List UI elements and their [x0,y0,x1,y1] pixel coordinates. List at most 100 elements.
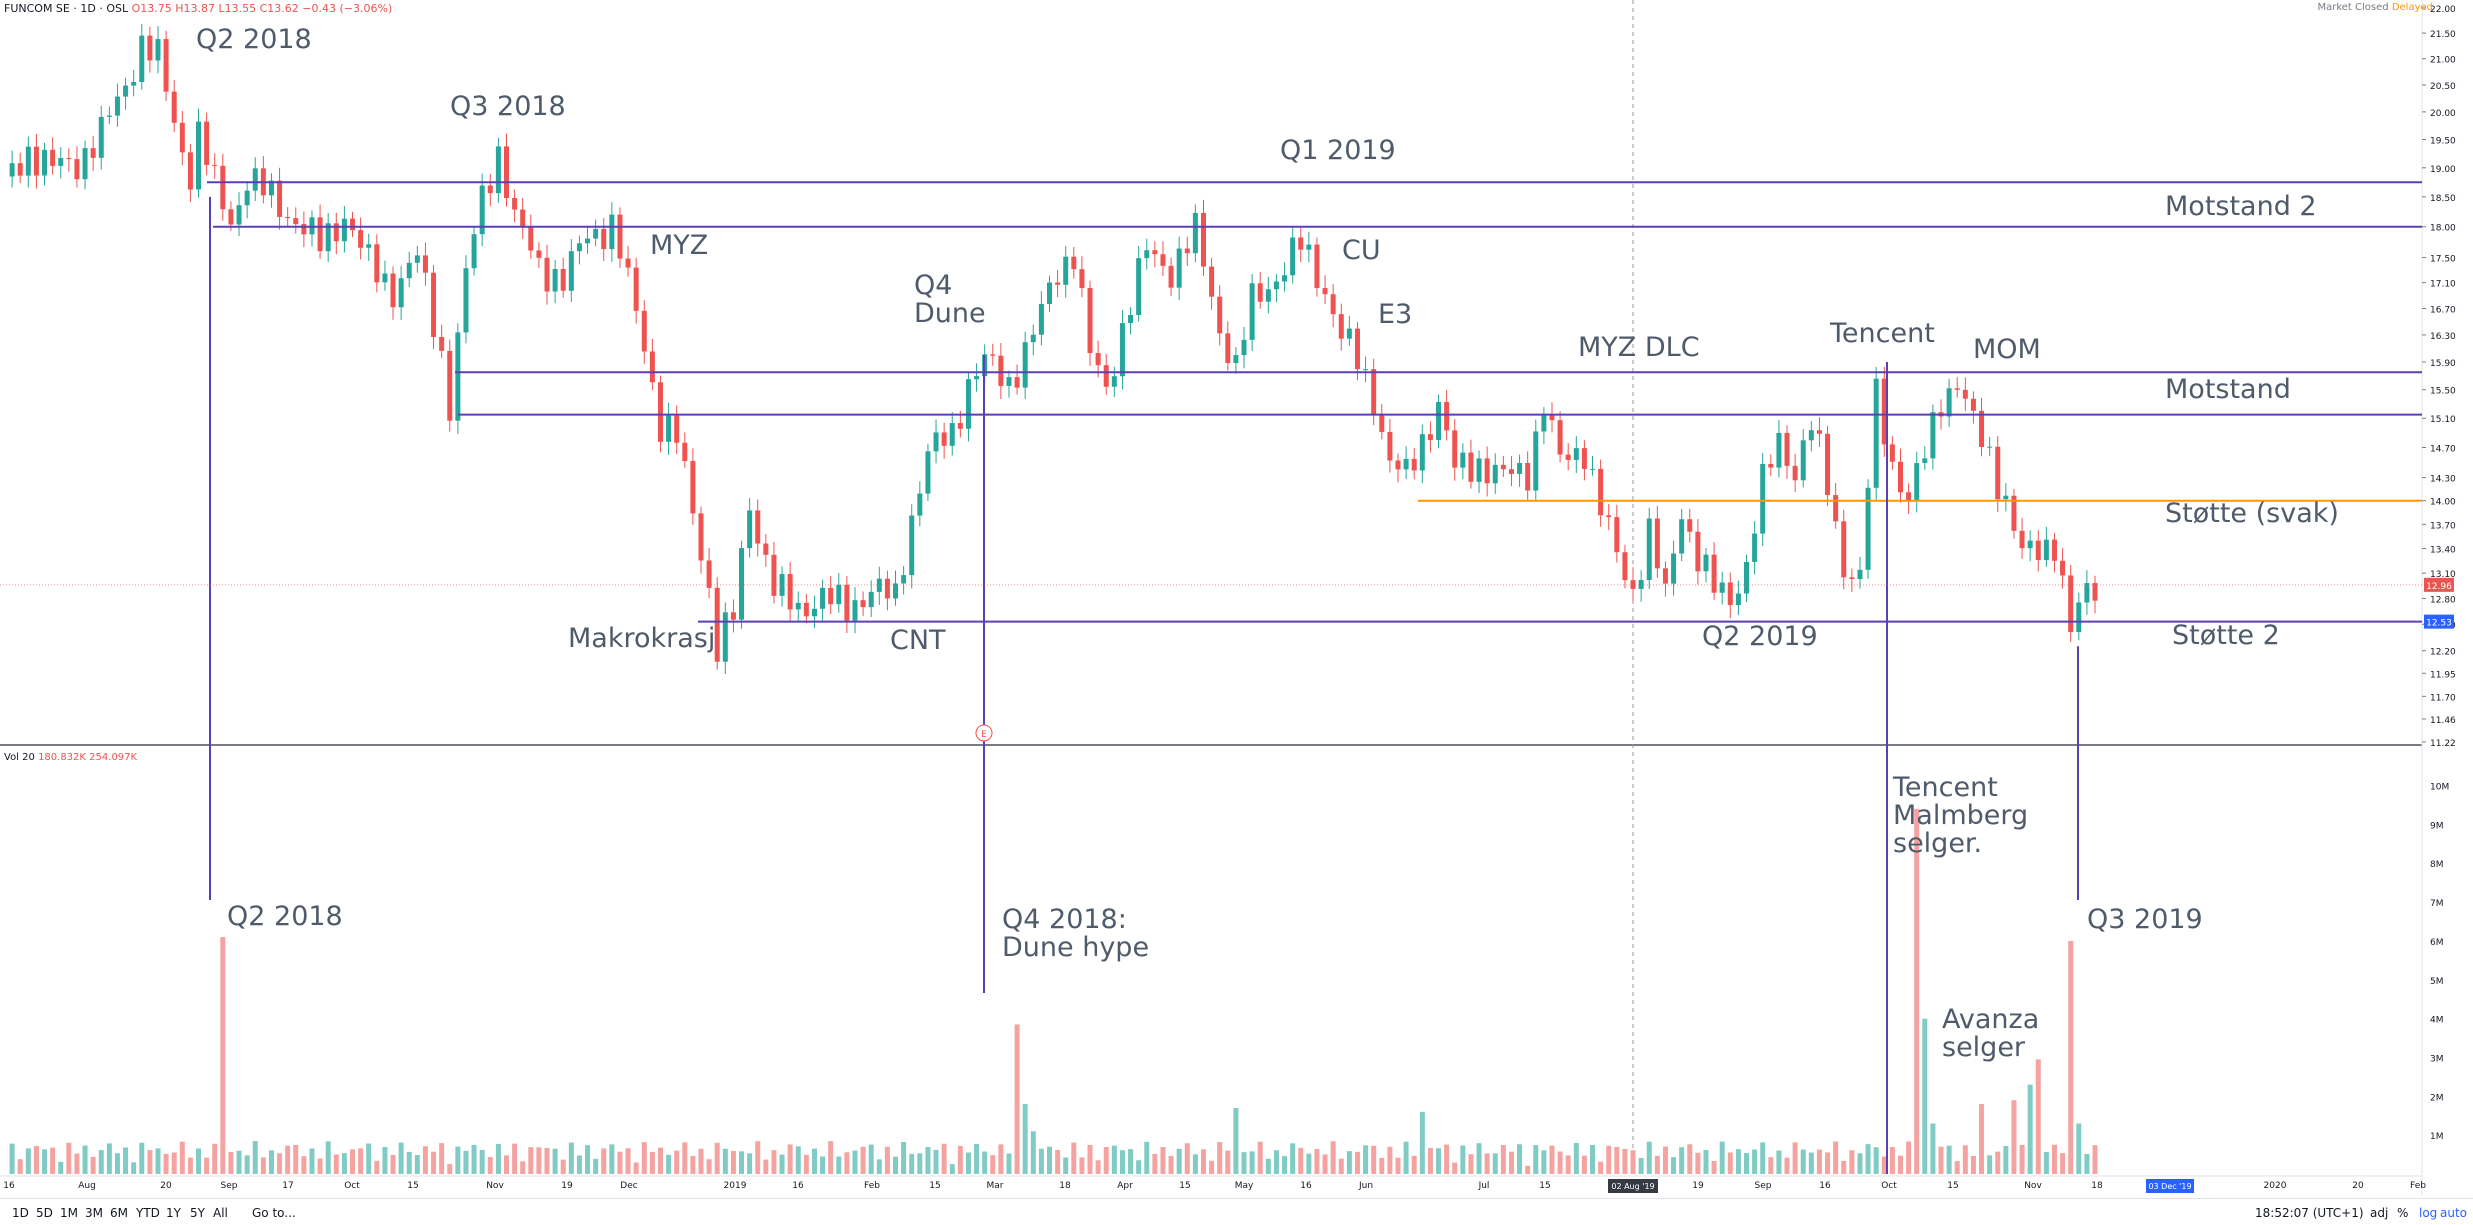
candle-body [1103,365,1109,387]
candle-body [406,262,412,279]
candle-body [1841,521,1847,578]
adj-toggle[interactable]: adj [2370,1206,2389,1220]
range-1d[interactable]: 1D [12,1206,29,1220]
annotation-vertical-lines [209,196,2079,1174]
candle-body [1614,517,1620,553]
earnings-marker-label: E [981,730,987,740]
volume-bar [1865,1144,1871,1174]
range-5d[interactable]: 5D [36,1206,53,1220]
auto-toggle[interactable]: auto [2440,1206,2468,1220]
volume-bar [2011,1100,2017,1174]
volume-bar [204,1157,210,1174]
range-1m[interactable]: 1M [60,1206,78,1220]
range-1y[interactable]: 1Y [166,1206,181,1220]
volume-bar [2035,1059,2041,1174]
volume-bar [787,1144,793,1174]
volume-bar [1217,1142,1223,1174]
candle-body [1444,401,1450,431]
candle-body [690,461,696,514]
volume-bar [657,1147,663,1174]
volume-bar [1962,1145,1968,1174]
candle-body [1306,244,1312,250]
volume-legend[interactable]: Vol 20 180.832K 254.097K [4,752,137,763]
volume-bar [552,1148,558,1174]
volume-tick-label: 6M [2430,938,2444,948]
volume-tick-label: 4M [2430,1016,2444,1026]
volume-bar [1622,1148,1628,1174]
price-tick-label: 20.00 [2430,109,2456,119]
volume-bar [1338,1158,1344,1174]
go-to-button[interactable]: Go to... [252,1206,296,1220]
candle-body [1427,434,1433,441]
candle-body [633,267,639,311]
percent-toggle[interactable]: % [2397,1206,2409,1220]
candle-body [1338,314,1344,339]
candle-body [114,96,120,116]
range-ytd[interactable]: YTD [136,1206,160,1220]
range-3m[interactable]: 3M [85,1206,103,1220]
candle-body [536,250,542,258]
candle-body [325,223,331,252]
range-6m[interactable]: 6M [110,1206,128,1220]
candle-body [1581,448,1587,469]
candle-body [236,205,242,225]
candle-body [277,180,283,217]
candle-body [252,168,258,191]
candle-body [512,198,518,210]
candle-body [682,442,688,462]
candle-body [1865,487,1871,570]
candle-body [33,146,39,176]
log-toggle[interactable]: log [2419,1206,2438,1220]
volume-bar [568,1142,574,1174]
candle-body [1484,458,1490,484]
candle-body [1322,287,1328,295]
volume-bar [957,1145,963,1174]
earnings-marker [975,724,993,742]
candle-body [1914,463,1920,501]
candle-body [925,451,931,494]
candle-body [155,39,161,61]
candle-body [179,122,185,153]
volume-bar [228,1151,234,1174]
candle-body [212,164,218,166]
volume-bar [2019,1144,2025,1174]
volume-bar [1200,1149,1206,1174]
range-all[interactable]: All [213,1206,228,1220]
time-tick-label: Mar [987,1181,1004,1191]
candle-body [1225,333,1231,363]
candle-body [1476,458,1482,482]
volume-bar [649,1151,655,1174]
candle-body [366,244,372,248]
candle-body [2076,602,2082,633]
range-5y[interactable]: 5Y [190,1206,205,1220]
candle-body [1500,464,1506,470]
candle-body [1646,518,1652,581]
candle-body [1346,328,1352,339]
price-tick-label: 20.50 [2430,82,2456,92]
candle-body [1930,412,1936,459]
candle-body [893,583,899,599]
volume-value-2: 254.097K [89,752,138,763]
candle-body [1541,415,1547,432]
volume-bar [171,1152,177,1174]
candle-body [1816,430,1822,434]
candle-body [941,432,947,446]
candle-body [1363,369,1369,371]
label-stotte-svak: Støtte (svak) [2165,498,2339,529]
price-tick-label: 17.10 [2430,280,2456,290]
candle-body [1395,460,1401,470]
candle-body [1014,377,1020,388]
annotation-q3-2018: Q3 2018 [450,91,566,122]
volume-bar [487,1157,493,1174]
volume-bar [1889,1146,1895,1174]
candle-body [852,600,858,621]
price-tick-label: 11.70 [2430,693,2456,703]
volume-bar [1500,1145,1506,1174]
volume-bar [1111,1145,1117,1174]
volume-bar [463,1150,469,1174]
volume-bar [1387,1146,1393,1174]
candle-body [1144,250,1150,259]
volume-bars [9,808,2098,1174]
volume-bar [779,1154,785,1174]
